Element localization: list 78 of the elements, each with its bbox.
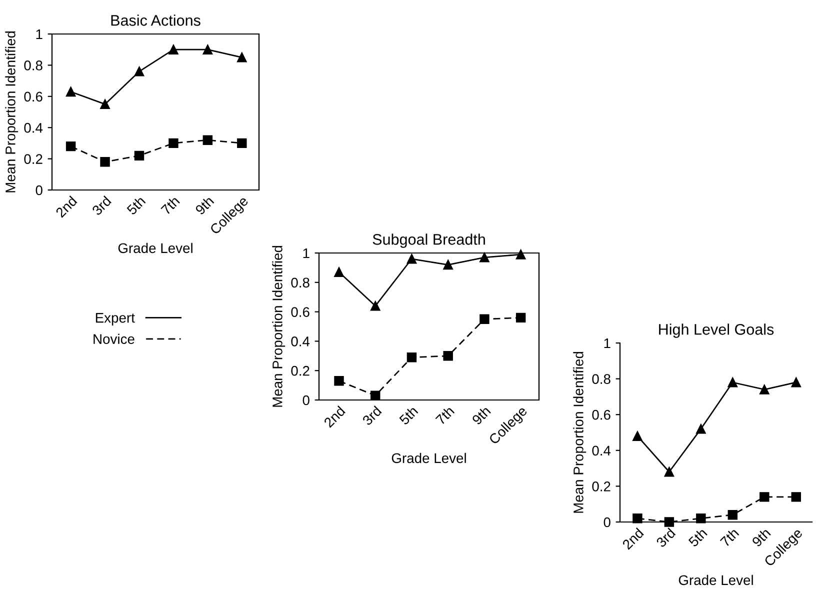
chart-title: Basic Actions (111, 14, 200, 26)
x-tick-label: 7th (160, 195, 180, 216)
x-axis-title: Grade Level (678, 574, 753, 586)
y-tick-label: 0.2 (24, 154, 42, 164)
y-tick-label: 0 (302, 395, 310, 406)
point (728, 378, 738, 388)
point (632, 514, 642, 524)
point (696, 514, 706, 524)
x-tick-label: 5th (126, 195, 146, 216)
y-tick-label: 0.2 (592, 482, 610, 492)
y-tick-label: 0.6 (291, 307, 310, 317)
x-tick-label: 2nd (54, 195, 78, 218)
point (728, 510, 738, 520)
y-tick-label: 0.8 (592, 374, 610, 384)
point (168, 138, 178, 148)
y-tick-label: 1 (604, 338, 610, 348)
y-tick-label: 0.6 (592, 410, 610, 420)
point (370, 301, 380, 311)
y-axis-title: Mean Proportion Identified (272, 246, 286, 407)
point (480, 252, 490, 262)
point (480, 314, 490, 324)
point (632, 431, 642, 441)
x-tick-label: 3rd (655, 527, 676, 548)
y-tick-label: 1 (36, 29, 42, 40)
x-tick-label: 5th (398, 405, 418, 426)
x-tick-label: 9th (471, 405, 492, 426)
point (66, 141, 76, 152)
point (202, 44, 213, 54)
y-axis-title: Mean Proportion Identified (5, 31, 18, 192)
y-tick-label: 0.2 (291, 366, 310, 376)
point (168, 44, 178, 54)
y-tick-label: 1 (303, 248, 310, 258)
x-tick-label: 3rd (91, 195, 112, 216)
point (760, 492, 770, 502)
point (791, 378, 801, 388)
chart-title: Subgoal Breadth (372, 234, 485, 248)
point (664, 517, 674, 527)
point (696, 424, 706, 434)
x-tick-label: 7th (720, 527, 740, 548)
x-axis-title: Grade Level (118, 242, 192, 254)
y-tick-label: 0.4 (24, 122, 43, 133)
x-tick-label: 2nd (323, 405, 346, 428)
y-tick-label: 0.4 (592, 446, 611, 456)
point (443, 351, 453, 361)
y-axis-title: Mean Proportion Identified (573, 352, 586, 513)
y-tick-label: 0.4 (291, 336, 310, 346)
legend-label: Expert (96, 313, 135, 326)
point (516, 250, 526, 260)
point (370, 390, 380, 400)
point (664, 467, 674, 477)
y-tick-label: 0.8 (24, 60, 42, 70)
point (760, 384, 770, 394)
point (406, 254, 417, 264)
x-tick-label: 2nd (622, 527, 644, 550)
point (100, 157, 110, 167)
y-tick-label: 0 (604, 517, 610, 528)
y-tick-label: 0 (36, 185, 42, 196)
point (134, 150, 144, 161)
x-tick-label: 5th (688, 527, 708, 548)
point (202, 135, 213, 145)
x-axis-title: Grade Level (392, 452, 466, 464)
x-tick-label: 7th (434, 405, 455, 426)
chart-title: High Level Goals (659, 324, 774, 338)
x-tick-label: 3rd (362, 405, 382, 426)
point (134, 66, 144, 76)
point (443, 260, 453, 270)
y-tick-label: 0.6 (24, 92, 42, 102)
point (237, 52, 247, 62)
point (334, 376, 344, 386)
y-tick-label: 0.8 (291, 278, 310, 288)
point (791, 492, 801, 502)
point (237, 138, 247, 148)
point (100, 99, 110, 110)
legend-label: Novice (94, 334, 134, 344)
point (334, 267, 344, 277)
point (66, 86, 76, 97)
point (406, 352, 417, 362)
point (516, 312, 526, 323)
